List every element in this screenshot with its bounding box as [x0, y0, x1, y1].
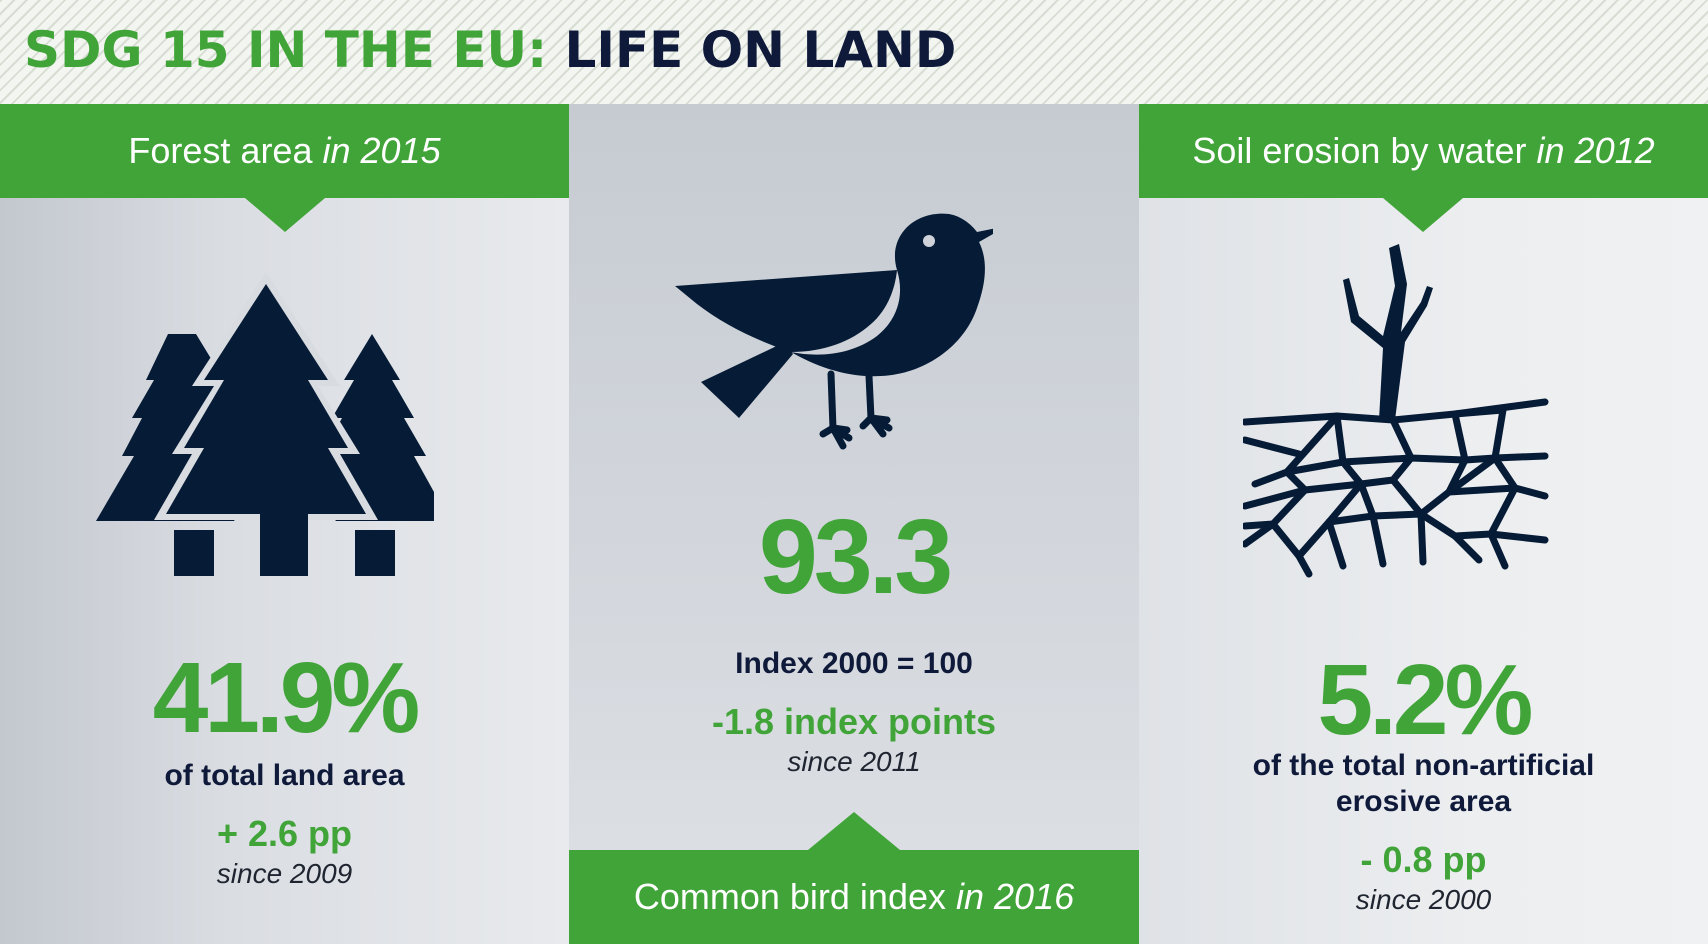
bottom-strip [0, 944, 1708, 952]
bird-index-value: 93.3 [758, 498, 953, 616]
soil-value: 5.2% [1317, 644, 1534, 756]
header: SDG 15 IN THE EU: LIFE ON LAND [0, 0, 1708, 104]
forest-value-label: of total land area [164, 759, 405, 792]
soil-heading: Soil erosion by water [1192, 130, 1527, 171]
bird-banner: Common bird index in 2016 [569, 850, 1139, 944]
forest-value: 41.9% [152, 642, 421, 754]
soil-change: - 0.8 pp [1360, 839, 1487, 880]
soil-value-label-line1: of the total non-artificial [1252, 749, 1595, 782]
page-title: SDG 15 IN THE EU: LIFE ON LAND [24, 20, 956, 80]
soil-since: since 2000 [1355, 884, 1492, 915]
bird-change: -1.8 index points [711, 701, 997, 742]
bird-index-base: Index 2000 = 100 [735, 647, 973, 680]
forest-change: + 2.6 pp [216, 813, 353, 854]
bird-since: since 2011 [787, 746, 921, 777]
bird-heading: Common bird index [633, 876, 946, 917]
bird-panel: 93.3 Index 2000 = 100 -1.8 index points … [569, 104, 1139, 944]
soil-banner: Soil erosion by water in 2012 [1139, 104, 1708, 198]
soil-heading-year: in 2012 [1536, 130, 1655, 171]
soil-value-label-line2: erosive area [1335, 785, 1512, 818]
forest-panel: Forest area in 2015 41.9% of total land … [0, 104, 569, 944]
title-main: LIFE ON LAND [564, 21, 957, 79]
forest-heading: Forest area [128, 130, 313, 171]
dead-tree-cracked-soil-icon [1243, 244, 1549, 578]
title-prefix: SDG 15 IN THE EU: [24, 21, 548, 79]
pine-trees-icon [96, 272, 434, 576]
bird-icon [675, 213, 993, 450]
forest-banner-pointer [245, 198, 325, 232]
bird-banner-pointer [808, 812, 900, 850]
forest-banner: Forest area in 2015 [0, 104, 569, 198]
bird-heading-year: in 2016 [956, 876, 1075, 917]
soil-panel: Soil erosion by water in 2012 [1139, 104, 1708, 944]
soil-banner-pointer [1383, 198, 1463, 232]
forest-heading-year: in 2015 [322, 130, 441, 171]
forest-since: since 2009 [216, 858, 353, 889]
